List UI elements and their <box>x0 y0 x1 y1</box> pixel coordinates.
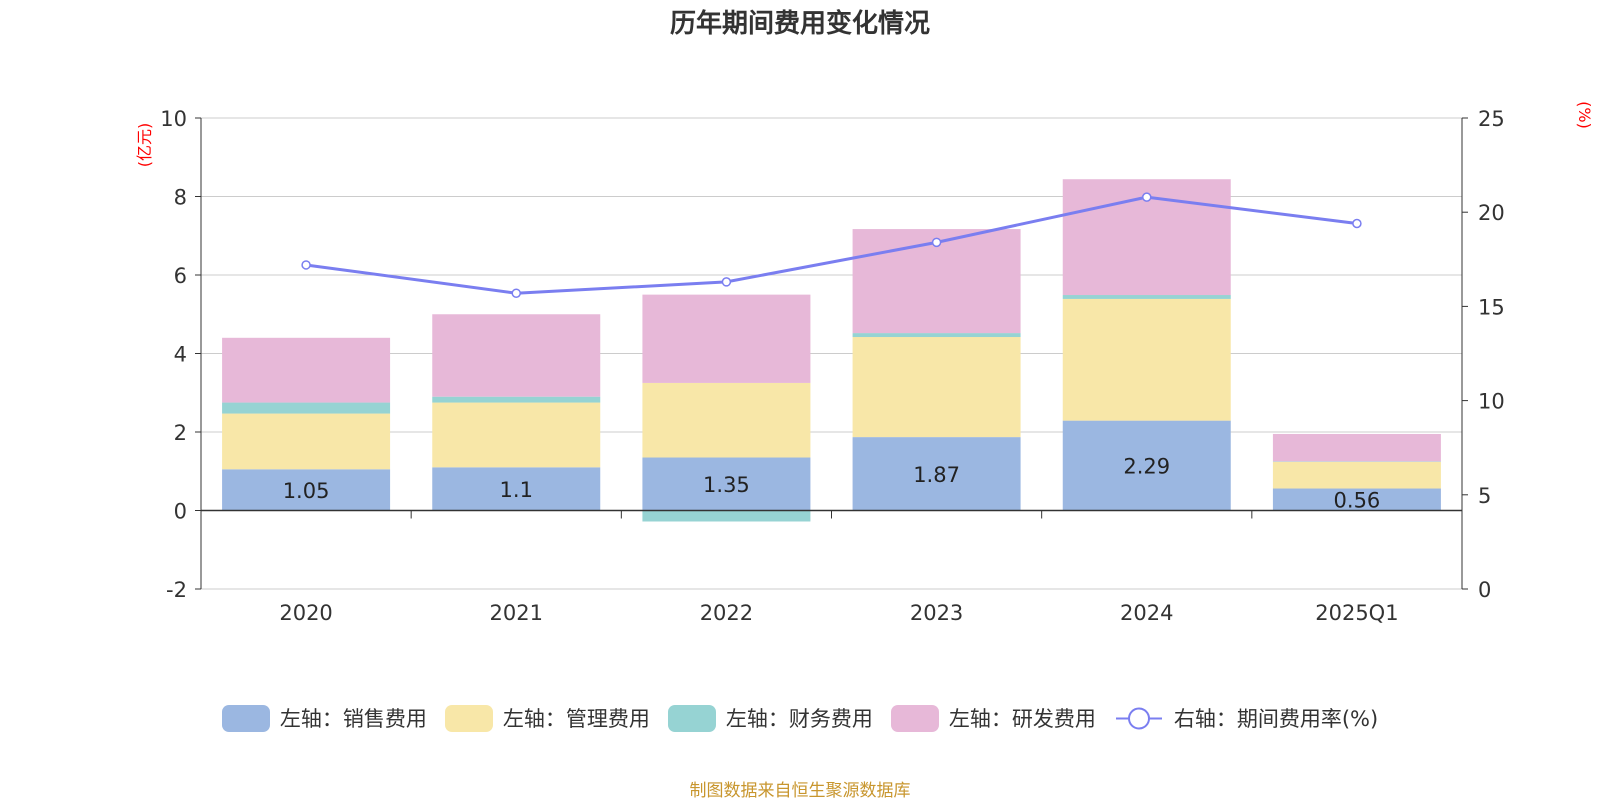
legend-swatch-finance <box>668 705 716 732</box>
left-tick-label: 4 <box>174 343 187 367</box>
category-label: 2024 <box>1120 601 1173 625</box>
rate-point <box>1353 220 1361 228</box>
bar-segment <box>853 337 1021 437</box>
left-tick-label: -2 <box>166 578 187 602</box>
bar-segment <box>1063 299 1231 421</box>
bar-segment <box>222 403 390 414</box>
right-tick-label: 5 <box>1478 484 1491 508</box>
left-tick-label: 6 <box>174 264 187 288</box>
legend-swatch-admin <box>445 705 493 732</box>
source-note: 制图数据来自恒生聚源数据库 <box>0 776 1600 801</box>
chart-title: 历年期间费用变化情况 <box>670 8 930 39</box>
bar-segment <box>432 403 600 468</box>
rate-point <box>1143 193 1151 201</box>
bar-segment <box>222 338 390 403</box>
category-label: 2023 <box>910 601 963 625</box>
legend-label-finance: 左轴：财务费用 <box>726 703 873 733</box>
right-axis-unit: (%) <box>1575 101 1594 129</box>
left-tick-label: 8 <box>174 186 187 210</box>
bar-value-label: 1.05 <box>283 479 330 503</box>
bar-value-label: 2.29 <box>1123 455 1170 479</box>
category-label: 2020 <box>279 601 332 625</box>
left-axis-unit: (亿元) <box>135 123 154 168</box>
bar-segment <box>432 397 600 403</box>
left-tick-label: 0 <box>174 500 187 524</box>
rate-point <box>512 289 520 297</box>
right-tick-label: 25 <box>1478 107 1505 131</box>
right-tick-label: 10 <box>1478 390 1505 414</box>
right-tick-label: 20 <box>1478 201 1505 225</box>
bar-segment <box>432 314 600 396</box>
bars <box>222 179 1441 521</box>
category-label: 2022 <box>700 601 753 625</box>
bar-segment <box>642 383 810 458</box>
bar-value-label: 1.1 <box>500 478 533 502</box>
legend-item-rate[interactable]: 右轴：期间费用率(%) <box>1114 703 1378 733</box>
left-tick-label: 2 <box>174 421 187 445</box>
legend-item-sales[interactable]: 左轴：销售费用 <box>222 703 427 733</box>
bar-segment <box>1063 295 1231 299</box>
legend-item-finance[interactable]: 左轴：财务费用 <box>668 703 873 733</box>
bar-segment <box>222 414 390 470</box>
rate-point <box>933 238 941 246</box>
legend-item-admin[interactable]: 左轴：管理费用 <box>445 703 650 733</box>
legend-label-rnd: 左轴：研发费用 <box>949 703 1096 733</box>
legend-item-rnd[interactable]: 左轴：研发费用 <box>891 703 1096 733</box>
category-label: 2025Q1 <box>1315 601 1398 625</box>
bar-segment <box>642 295 810 383</box>
right-tick-label: 0 <box>1478 578 1491 602</box>
bar-value-label: 1.35 <box>703 473 750 497</box>
category-label: 2021 <box>490 601 543 625</box>
bar-value-label: 0.56 <box>1334 489 1381 513</box>
bar-segment <box>853 333 1021 337</box>
bar-value-label: 1.87 <box>913 463 960 487</box>
legend-swatch-sales <box>222 705 270 732</box>
bar-segment <box>642 511 810 522</box>
legend: 左轴：销售费用 左轴：管理费用 左轴：财务费用 左轴：研发费用 右轴：期间费用率… <box>0 703 1600 733</box>
left-tick-label: 10 <box>160 107 187 131</box>
legend-label-rate: 右轴：期间费用率(%) <box>1174 703 1378 733</box>
bar-segment <box>1273 462 1441 489</box>
right-tick-label: 15 <box>1478 295 1505 319</box>
legend-swatch-rnd <box>891 705 939 732</box>
rate-point <box>722 278 730 286</box>
legend-line-rate-icon <box>1114 705 1164 732</box>
legend-label-sales: 左轴：销售费用 <box>280 703 427 733</box>
bar-segment <box>1273 434 1441 461</box>
legend-label-admin: 左轴：管理费用 <box>503 703 650 733</box>
rate-point <box>302 261 310 269</box>
